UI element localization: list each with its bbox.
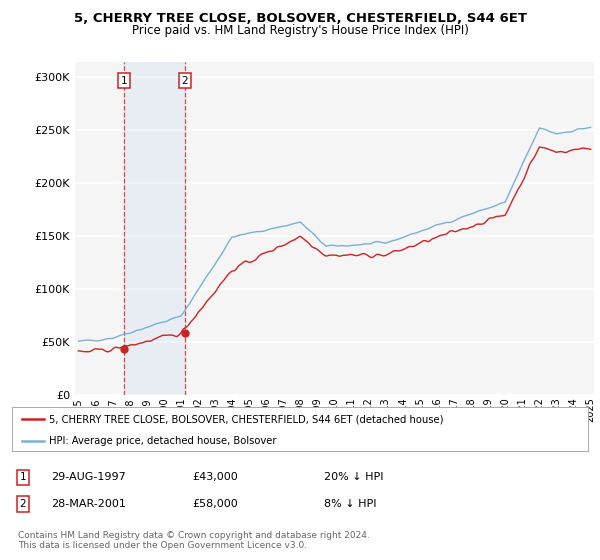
Text: 1: 1 (121, 76, 127, 86)
Text: 2: 2 (181, 76, 188, 86)
Text: 5, CHERRY TREE CLOSE, BOLSOVER, CHESTERFIELD, S44 6ET: 5, CHERRY TREE CLOSE, BOLSOVER, CHESTERF… (74, 12, 527, 25)
Text: Contains HM Land Registry data © Crown copyright and database right 2024.
This d: Contains HM Land Registry data © Crown c… (18, 531, 370, 550)
Text: 8% ↓ HPI: 8% ↓ HPI (324, 499, 377, 509)
Text: 5, CHERRY TREE CLOSE, BOLSOVER, CHESTERFIELD, S44 6ET (detached house): 5, CHERRY TREE CLOSE, BOLSOVER, CHESTERF… (49, 414, 444, 424)
Text: 1: 1 (19, 472, 26, 482)
Text: £58,000: £58,000 (192, 499, 238, 509)
Text: 20% ↓ HPI: 20% ↓ HPI (324, 472, 383, 482)
Text: 2: 2 (19, 499, 26, 509)
Text: 28-MAR-2001: 28-MAR-2001 (51, 499, 126, 509)
Text: HPI: Average price, detached house, Bolsover: HPI: Average price, detached house, Bols… (49, 436, 277, 446)
Text: £43,000: £43,000 (192, 472, 238, 482)
Text: Price paid vs. HM Land Registry's House Price Index (HPI): Price paid vs. HM Land Registry's House … (131, 24, 469, 36)
Text: 29-AUG-1997: 29-AUG-1997 (51, 472, 126, 482)
Bar (124, 62, 185, 395)
